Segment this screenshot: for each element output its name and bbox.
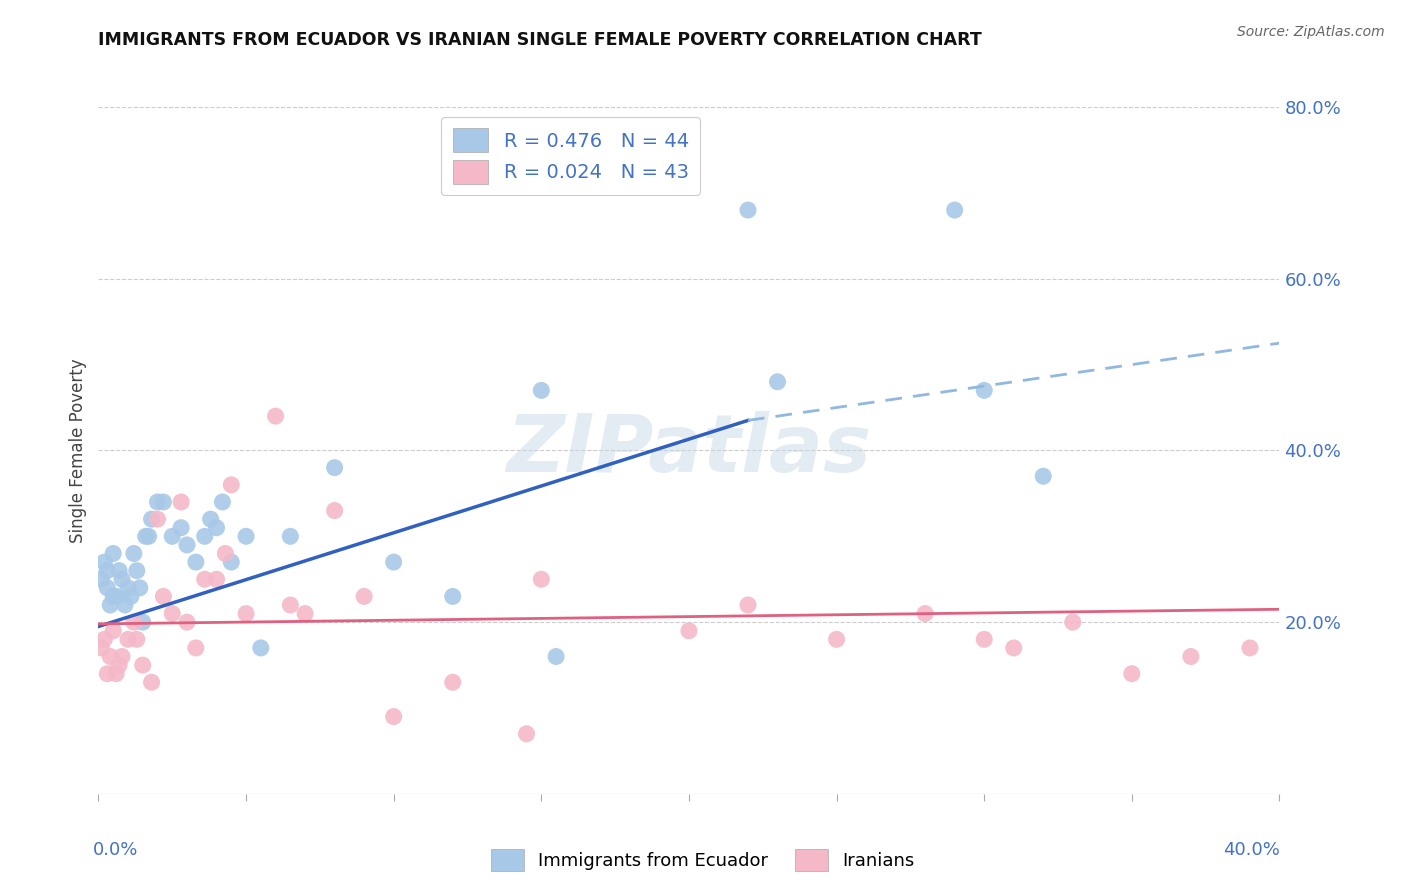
Point [184,555,207,569]
Point [170,521,193,535]
Point [1062,615,1084,630]
Point [111,572,134,586]
Point [278,598,302,612]
Point [943,202,966,217]
Point [278,529,302,543]
Point [194,572,217,586]
Point [135,529,157,543]
Point [973,632,995,647]
Point [737,598,759,612]
Point [162,529,183,543]
Point [294,607,316,621]
Point [108,658,131,673]
Point [138,529,160,543]
Point [98,598,121,612]
Point [96,581,118,595]
Point [1002,640,1025,655]
Point [176,538,198,552]
Point [737,202,759,217]
Point [200,512,222,526]
Point [90,640,112,655]
Point [530,572,553,586]
Point [323,503,346,517]
Point [441,590,464,604]
Point [1180,649,1202,664]
Point [132,615,155,630]
Point [162,607,183,621]
Point [146,495,169,509]
Point [122,615,145,630]
Point [205,572,228,586]
Text: ZIPatlas: ZIPatlas [506,411,872,490]
Point [103,546,125,561]
Point [98,649,121,664]
Point [219,555,242,569]
Point [194,529,217,543]
Point [219,478,242,492]
Point [323,460,346,475]
Point [96,564,118,578]
Point [1239,640,1261,655]
Y-axis label: Single Female Poverty: Single Female Poverty [69,359,87,542]
Point [441,675,464,690]
Point [117,581,139,595]
Text: 0.0%: 0.0% [93,841,138,859]
Legend: Immigrants from Ecuador, Iranians: Immigrants from Ecuador, Iranians [484,842,922,879]
Point [973,384,995,398]
Point [382,555,405,569]
Point [141,512,163,526]
Point [264,409,287,423]
Point [1032,469,1054,483]
Point [353,590,375,604]
Point [766,375,789,389]
Point [146,512,169,526]
Point [93,632,115,647]
Point [825,632,848,647]
Point [250,640,273,655]
Point [235,529,257,543]
Point [214,546,236,561]
Text: 40.0%: 40.0% [1223,841,1279,859]
Point [90,572,112,586]
Point [170,495,193,509]
Point [132,658,155,673]
Point [530,384,553,398]
Point [103,590,125,604]
Point [128,581,150,595]
Point [382,709,405,723]
Point [176,615,198,630]
Point [205,521,228,535]
Point [120,590,142,604]
Point [141,675,163,690]
Point [211,495,233,509]
Point [235,607,257,621]
Point [96,666,118,681]
Point [105,590,128,604]
Point [117,632,139,647]
Point [125,632,148,647]
Point [515,727,537,741]
Point [546,649,568,664]
Point [678,624,700,638]
Point [103,624,125,638]
Text: IMMIGRANTS FROM ECUADOR VS IRANIAN SINGLE FEMALE POVERTY CORRELATION CHART: IMMIGRANTS FROM ECUADOR VS IRANIAN SINGL… [98,31,983,49]
Text: Source: ZipAtlas.com: Source: ZipAtlas.com [1237,25,1385,39]
Point [122,546,145,561]
Point [125,564,148,578]
Point [105,666,128,681]
Point [1121,666,1143,681]
Point [93,555,115,569]
Legend: R = 0.476   N = 44, R = 0.024   N = 43: R = 0.476 N = 44, R = 0.024 N = 43 [441,117,700,195]
Point [914,607,936,621]
Point [152,495,174,509]
Point [108,564,131,578]
Point [111,649,134,664]
Point [184,640,207,655]
Point [114,598,136,612]
Point [152,590,174,604]
